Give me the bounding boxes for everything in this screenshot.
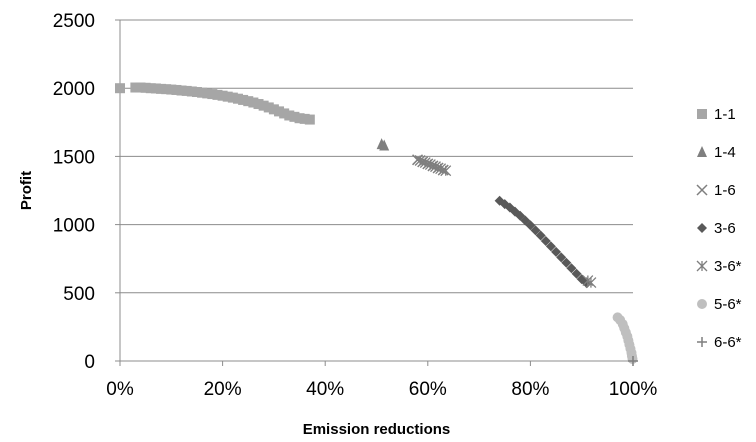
legend: 1-1 1-4 1-6 3-6 3-6* 5-6* 6-6* (696, 106, 742, 351)
legend-marker (696, 260, 708, 272)
data-point (181, 85, 192, 96)
x-tick-label: 80% (511, 379, 549, 400)
legend-marker (696, 184, 708, 196)
legend-label: 1-1 (714, 106, 736, 123)
data-point (115, 83, 125, 94)
y-tick-label: 500 (63, 284, 95, 305)
data-point (540, 235, 551, 246)
data-point (145, 83, 156, 94)
data-point (440, 165, 452, 177)
series-6-6-star (628, 356, 638, 366)
data-point (166, 84, 177, 95)
data-point (545, 241, 556, 252)
y-tick-label: 2000 (53, 79, 95, 100)
data-point (551, 246, 562, 257)
data-point (186, 86, 197, 97)
data-marks (115, 82, 638, 366)
legend-label: 5-6* (714, 296, 742, 313)
data-point (161, 84, 172, 95)
data-point (253, 99, 264, 110)
legend-marker (697, 299, 707, 309)
data-point (207, 89, 218, 100)
series-5-6-star (612, 312, 638, 364)
series-3-6 (494, 195, 592, 289)
x-tick-label: 40% (306, 379, 344, 400)
data-point (191, 87, 202, 98)
legend-label: 1-4 (714, 144, 736, 161)
data-point (217, 90, 228, 101)
series-1-4 (376, 138, 390, 151)
legend-label: 3-6 (714, 220, 736, 237)
y-tick-label: 1000 (53, 216, 95, 237)
legend-marker (697, 337, 707, 347)
data-point (561, 257, 572, 268)
data-point (202, 88, 213, 99)
data-point (243, 96, 254, 107)
legend-label: 1-6 (714, 182, 736, 199)
data-point (284, 110, 295, 121)
data-point (379, 139, 390, 151)
data-point (140, 82, 151, 93)
y-tick-labels: 0 500 1000 1500 2000 2500 (53, 11, 95, 373)
data-point (135, 82, 146, 93)
data-point (628, 356, 638, 366)
y-tick-label: 1500 (53, 147, 95, 168)
x-tick-labels: 0% 20% 40% 60% 80% 100% (106, 379, 657, 400)
data-point (274, 106, 285, 117)
y-axis-title: Profit (18, 171, 35, 210)
y-tick-label: 0 (84, 352, 95, 373)
legend-marker (697, 223, 707, 233)
legend-label: 6-6* (714, 334, 742, 351)
data-point (176, 85, 187, 96)
series-1-6 (412, 154, 449, 176)
legend-marker (697, 146, 707, 157)
data-point (197, 87, 208, 98)
axes (115, 19, 634, 366)
data-point (212, 89, 223, 100)
data-point (130, 82, 141, 93)
x-tick-label: 0% (106, 379, 134, 400)
data-point (150, 83, 161, 94)
legend-marker (697, 109, 707, 119)
data-point (248, 97, 259, 108)
x-tick-label: 60% (409, 379, 447, 400)
data-point (156, 83, 167, 94)
data-point (437, 164, 449, 176)
x-tick-label: 100% (609, 379, 658, 400)
data-point (294, 113, 305, 124)
data-point (289, 111, 300, 122)
data-point (171, 84, 182, 95)
data-point (227, 92, 238, 103)
data-point (263, 102, 274, 113)
data-point (268, 104, 279, 115)
data-point (232, 93, 243, 104)
data-point (238, 94, 249, 105)
data-point (535, 230, 546, 241)
legend-label: 3-6* (714, 258, 742, 275)
data-point (556, 252, 567, 263)
x-axis-title: Emission reductions (303, 421, 451, 438)
data-point (525, 220, 536, 231)
data-point (530, 225, 541, 236)
data-point (304, 114, 315, 125)
y-tick-label: 2500 (53, 11, 95, 32)
data-point (299, 113, 310, 124)
data-point (566, 263, 577, 274)
data-point (585, 277, 597, 289)
series-3-6-star (414, 155, 597, 289)
data-point (222, 91, 233, 102)
data-point (279, 108, 290, 119)
data-point (571, 268, 582, 279)
data-point (258, 100, 269, 111)
x-tick-label: 20% (204, 379, 242, 400)
series-1-1 (115, 82, 315, 125)
